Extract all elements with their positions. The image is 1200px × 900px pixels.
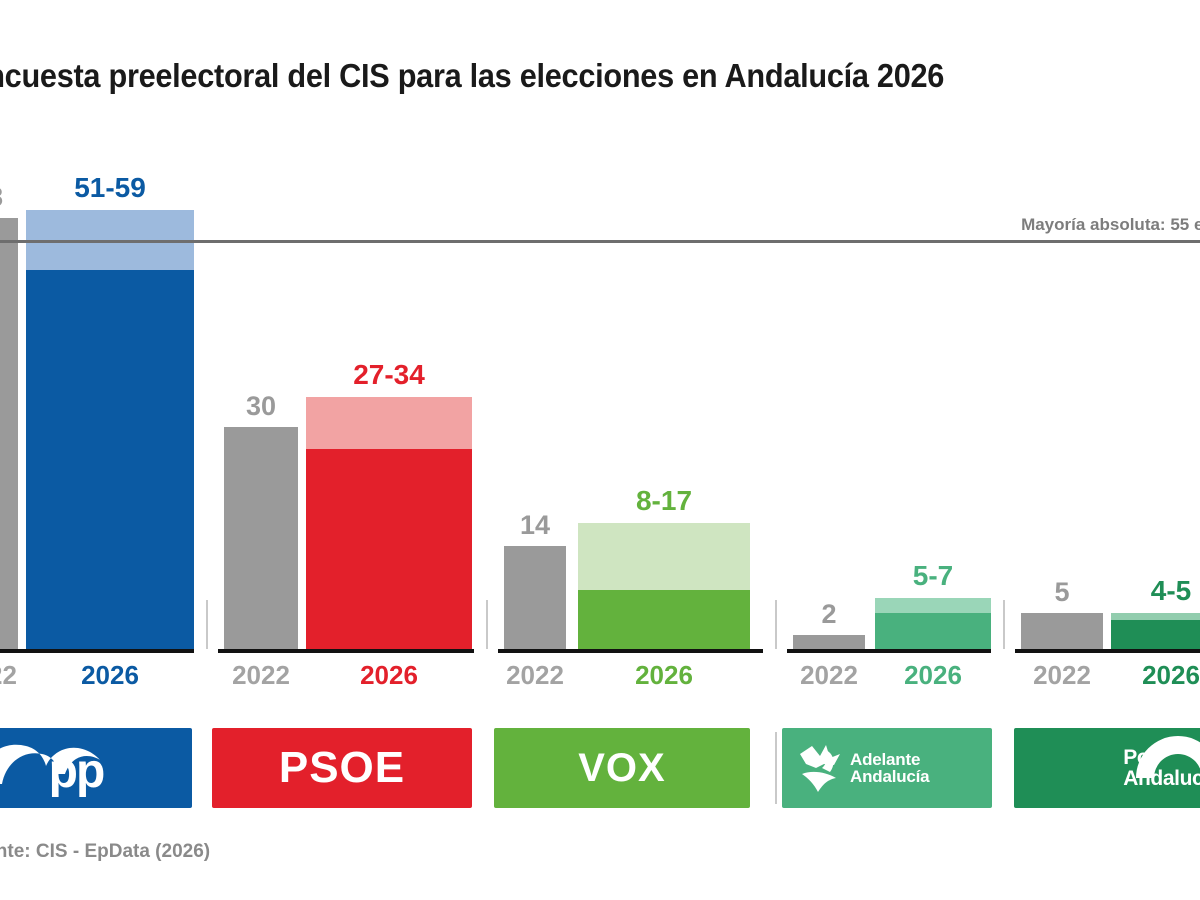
baseline-gap [474, 649, 498, 653]
bar-vox-2022 [504, 545, 566, 650]
page-title: Encuesta preelectoral del CIS para las e… [0, 57, 945, 94]
x-label-por-andalucía-2022: 2022 [1033, 660, 1091, 690]
bar-por-andalucía-2022 [1021, 612, 1103, 650]
group-separator [206, 600, 208, 652]
bar-value-adelante-andalucía-2026: 5-7 [912, 559, 954, 591]
x-label-pp-2026: 2026 [81, 660, 139, 690]
bar-value-pp-2022: 58 [0, 182, 18, 213]
baseline-gap [991, 649, 1015, 653]
bar-segment-min [306, 448, 472, 650]
bar-psoe-2026 [306, 396, 472, 650]
logo-pp[interactable]: pp [0, 728, 192, 808]
bar-chart: 58 51-59 2022 2026 30 27-34 2022 2026 14 8-17 2022… [0, 172, 1200, 690]
logo-por-andalucia[interactable]: Por Andalucía [1014, 728, 1200, 808]
bar-segment-min [875, 612, 991, 650]
bar-pp-2022 [0, 217, 18, 650]
pp-seagull-icon [0, 744, 100, 784]
bar-value-psoe-2026: 27-34 [353, 358, 425, 390]
bar-value-por-andalucía-2022: 5 [1054, 576, 1070, 607]
logo-adelante-line2: Andalucía [850, 767, 930, 786]
x-label-psoe-2022: 2022 [232, 660, 290, 690]
group-separator [775, 600, 777, 652]
bar-adelante-andalucía-2026 [875, 597, 991, 650]
bar-value-vox-2026: 8-17 [635, 485, 693, 517]
majority-line-label: Mayoría absoluta: 55 escaños [1021, 215, 1200, 235]
x-label-adelante-andalucía-2026: 2026 [904, 660, 962, 690]
logo-psoe[interactable]: PSOE [212, 728, 472, 808]
group-separator [486, 600, 488, 652]
bar-value-por-andalucía-2026: 4-5 [1150, 574, 1192, 606]
baseline-gap [763, 649, 787, 653]
x-label-pp-2022: 2022 [0, 660, 17, 690]
logo-vox-text: VOX [578, 745, 666, 790]
x-label-vox-2022: 2022 [506, 660, 564, 690]
bar-pp-2026 [26, 210, 194, 650]
bar-psoe-2022 [224, 426, 298, 650]
bar-value-psoe-2022: 30 [245, 390, 277, 421]
party-logos-row: pp PSOE VOX Adelante Andalucía [0, 728, 1200, 810]
bar-por-andalucía-2026 [1111, 612, 1200, 650]
bar-segment-min [26, 270, 194, 650]
logo-psoe-text: PSOE [278, 743, 406, 792]
logo-adelante-line1: Adelante [850, 749, 921, 769]
adelante-emblem-icon [800, 745, 840, 792]
bar-value-vox-2022: 14 [519, 509, 551, 540]
x-label-psoe-2026: 2026 [360, 660, 418, 690]
bar-segment-min [578, 590, 750, 650]
x-label-adelante-andalucía-2022: 2022 [800, 660, 858, 690]
bar-adelante-andalucía-2022 [793, 635, 865, 650]
logo-pp-text: pp [48, 745, 106, 798]
bar-vox-2026 [578, 523, 750, 650]
bar-value-pp-2026: 51-59 [74, 172, 146, 204]
andalucia-arch-icon [1136, 736, 1200, 778]
logo-vox[interactable]: VOX [494, 728, 750, 808]
group-separator [1003, 600, 1005, 652]
x-label-vox-2026: 2026 [635, 660, 693, 690]
x-label-por-andalucía-2026: 2026 [1142, 660, 1200, 690]
logo-adelante-text: Adelante Andalucía [850, 749, 930, 786]
baseline-gap [194, 649, 218, 653]
logo-adelante-andalucia[interactable]: Adelante Andalucía [782, 728, 992, 808]
majority-line [0, 240, 1200, 244]
source-footer: Fuente: CIS - EpData (2026) [0, 841, 211, 862]
bar-value-adelante-andalucía-2022: 2 [821, 599, 837, 630]
logo-separator [775, 732, 777, 804]
bar-segment-min [1111, 620, 1200, 650]
axis-baseline [0, 649, 1200, 653]
